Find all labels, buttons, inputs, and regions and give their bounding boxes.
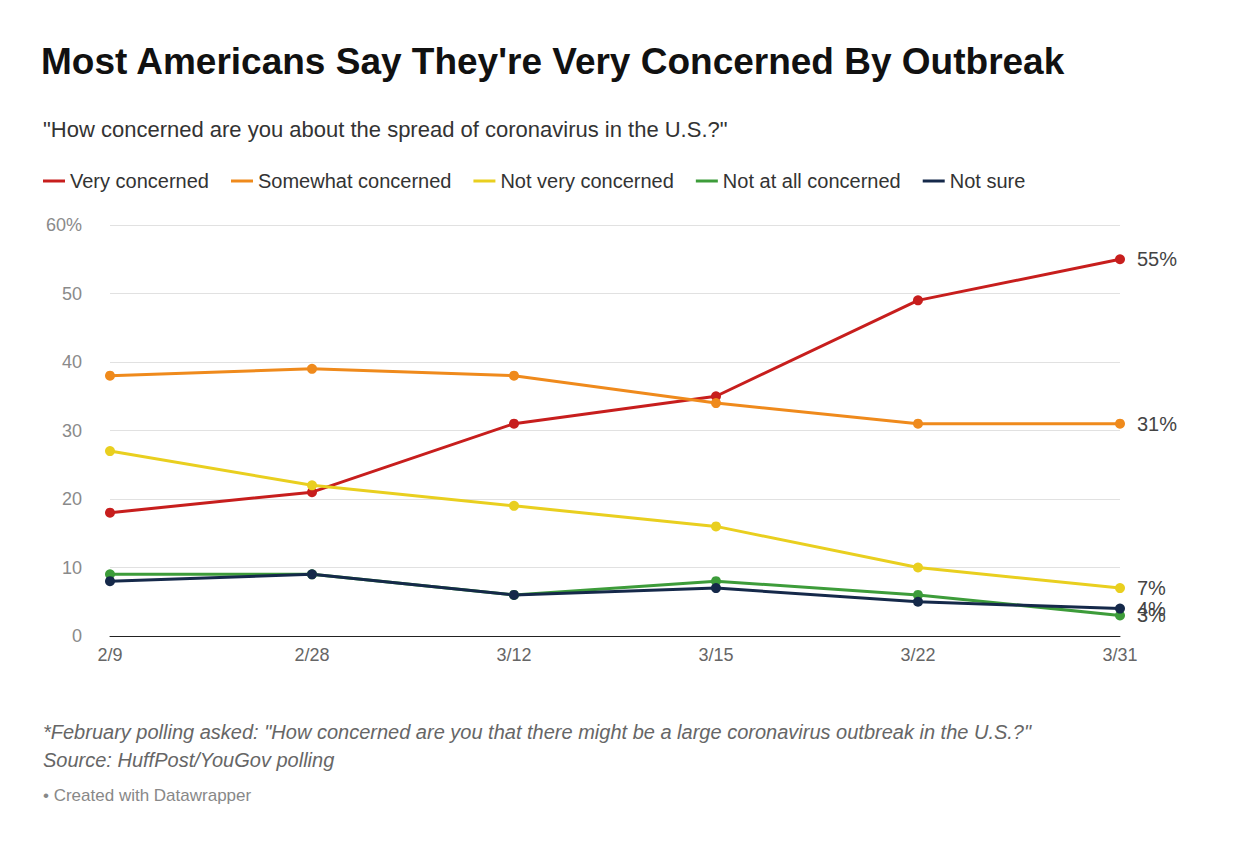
svg-text:2/28: 2/28 — [294, 645, 329, 665]
svg-text:50: 50 — [62, 284, 82, 304]
svg-text:3/31: 3/31 — [1102, 645, 1137, 665]
svg-text:7%: 7% — [1137, 577, 1166, 599]
svg-text:Not very concerned: Not very concerned — [500, 170, 673, 192]
svg-text:3/15: 3/15 — [698, 645, 733, 665]
svg-text:4%: 4% — [1137, 598, 1166, 620]
svg-text:30: 30 — [62, 421, 82, 441]
svg-text:Most Americans Say They're Ver: Most Americans Say They're Very Concerne… — [41, 41, 1065, 82]
svg-text:60%: 60% — [46, 215, 82, 235]
svg-text:31%: 31% — [1137, 413, 1177, 435]
svg-text:10: 10 — [62, 558, 82, 578]
svg-text:2/9: 2/9 — [97, 645, 122, 665]
svg-text:Not sure: Not sure — [950, 170, 1026, 192]
svg-text:Somewhat concerned: Somewhat concerned — [258, 170, 451, 192]
svg-text:55%: 55% — [1137, 248, 1177, 270]
svg-text:• Created with Datawrapper: • Created with Datawrapper — [43, 786, 251, 805]
svg-text:20: 20 — [62, 489, 82, 509]
svg-text:Not at all concerned: Not at all concerned — [723, 170, 901, 192]
svg-text:40: 40 — [62, 352, 82, 372]
svg-text:Source: HuffPost/YouGov pollin: Source: HuffPost/YouGov polling — [43, 749, 334, 771]
svg-text:0: 0 — [72, 626, 82, 646]
svg-text:*February polling asked: "How: *February polling asked: "How concerned … — [43, 721, 1032, 743]
svg-text:"How concerned are you about t: "How concerned are you about the spread … — [43, 117, 728, 142]
svg-text:Very concerned: Very concerned — [70, 170, 209, 192]
svg-text:3/12: 3/12 — [496, 645, 531, 665]
svg-text:3/22: 3/22 — [900, 645, 935, 665]
